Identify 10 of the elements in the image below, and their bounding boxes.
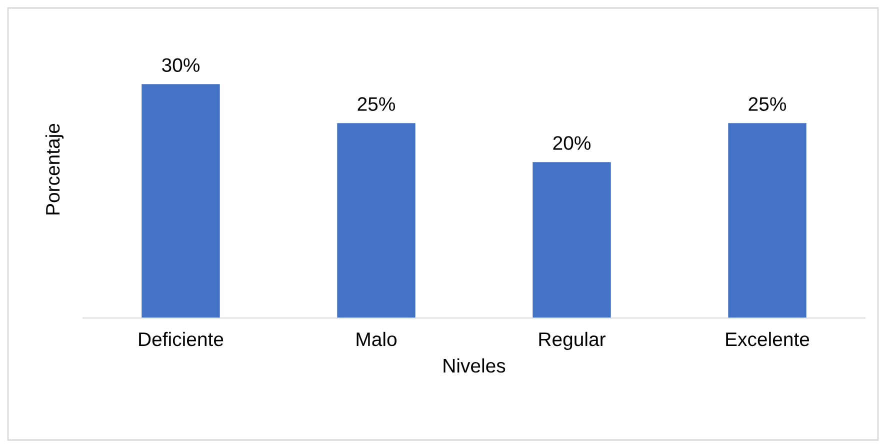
y-axis-title: Porcentaje	[45, 124, 64, 214]
x-tick-label: Regular	[539, 332, 606, 350]
data-label: 25%	[748, 97, 786, 111]
data-label: 25%	[358, 97, 396, 111]
data-label: 20%	[553, 136, 591, 150]
x-tick-label: Excelente	[726, 332, 810, 346]
x-axis-title: Niveles	[444, 358, 506, 373]
data-label: 30%	[162, 58, 200, 72]
x-tick-label: Deficiente	[139, 332, 224, 346]
x-tick-label: Malo	[356, 332, 397, 346]
